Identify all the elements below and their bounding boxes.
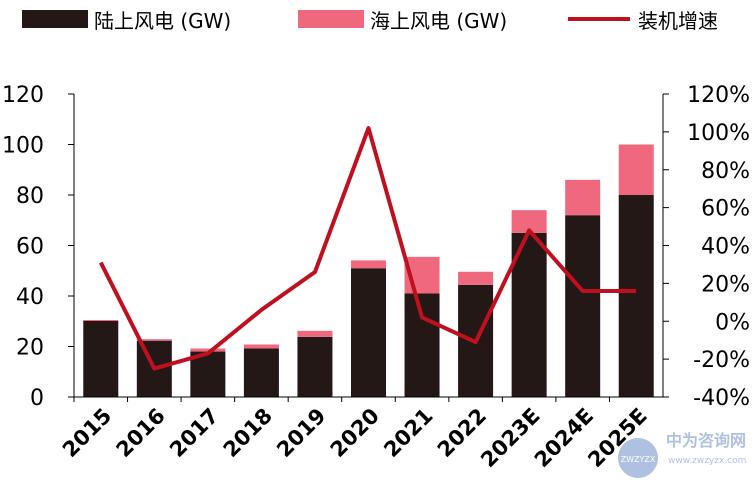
legend-swatch-offshore <box>298 10 364 28</box>
y2-tick-label: 20% <box>701 272 750 297</box>
legend-label-onshore: 陆上风电 (GW) <box>94 8 232 33</box>
x-tick-label: 2021 <box>379 404 437 462</box>
x-tick-label: 2023E <box>476 404 544 472</box>
x-tick-label: 2019 <box>272 404 330 462</box>
legend-item-offshore: 海上风电 (GW) <box>298 4 507 34</box>
bar-offshore-2017 <box>190 348 226 352</box>
legend-label-offshore: 海上风电 (GW) <box>370 8 508 33</box>
x-tick-label: 2015 <box>58 404 116 462</box>
y-tick-label: 0 <box>30 386 44 411</box>
watermark-badge: ZWZYZX <box>621 455 656 464</box>
legend: 陆上风电 (GW) 海上风电 (GW) 装机增速 <box>0 4 755 34</box>
y2-tick-label: 100% <box>687 121 750 146</box>
growth-line-layer <box>98 126 637 371</box>
y2-tick-label: 120% <box>687 83 750 108</box>
y-tick-label: 40 <box>16 285 44 310</box>
bar-onshore-2024E <box>565 215 601 397</box>
bar-offshore-2016 <box>136 339 172 341</box>
legend-label-growth: 装机增速 <box>638 8 718 33</box>
bars <box>83 144 654 397</box>
bar-offshore-2020 <box>351 260 386 269</box>
y-tick-label: 20 <box>16 336 44 361</box>
bar-offshore-2024E <box>565 179 601 216</box>
bar-offshore-2023E <box>511 210 547 233</box>
bar-onshore-2017 <box>190 351 226 397</box>
watermark-badge-icon <box>618 438 658 478</box>
x-tick-label: 2020 <box>326 404 384 462</box>
bar-onshore-2025E <box>618 195 654 397</box>
bar-offshore-2022 <box>458 271 494 285</box>
bar-offshore-2019 <box>297 330 333 337</box>
legend-line-growth <box>568 17 630 21</box>
y2-tick-label: -40% <box>693 386 750 411</box>
x-tick-label: 2024E <box>530 404 598 472</box>
bar-offshore-2025E <box>618 144 654 195</box>
bar-onshore-2023E <box>511 232 547 397</box>
y-tick-label: 60 <box>16 235 44 260</box>
watermark-text: 中为咨询网 <box>666 431 746 450</box>
y2-tick-label: 80% <box>701 159 750 184</box>
bar-offshore-2015 <box>83 319 119 321</box>
y-tick-label: 80 <box>16 184 44 209</box>
legend-item-growth: 装机增速 <box>568 4 718 34</box>
y-tick-label: 120 <box>2 83 44 108</box>
y2-tick-label: 40% <box>701 235 750 260</box>
x-tick-label: 2018 <box>219 404 277 462</box>
bar-onshore-2018 <box>243 348 279 397</box>
bar-onshore-2015 <box>83 320 119 397</box>
x-tick-label: 2017 <box>165 404 223 462</box>
bar-onshore-2020 <box>351 268 386 397</box>
bar-onshore-2019 <box>297 336 333 397</box>
y-tick-label: 100 <box>2 134 44 159</box>
watermark-url: www.zwzyzx.com <box>668 456 746 466</box>
x-tick-label: 2016 <box>112 404 170 462</box>
bar-onshore-2021 <box>404 293 440 397</box>
legend-swatch-onshore <box>22 10 88 28</box>
y2-tick-label: 60% <box>701 197 750 222</box>
y2-tick-label: -20% <box>693 348 750 373</box>
legend-item-onshore: 陆上风电 (GW) <box>22 4 231 34</box>
watermark: ZWZYZX 中为咨询网 www.zwzyzx.com <box>618 431 746 478</box>
y2-tick-label: 0% <box>715 310 750 335</box>
bar-offshore-2018 <box>243 344 279 349</box>
